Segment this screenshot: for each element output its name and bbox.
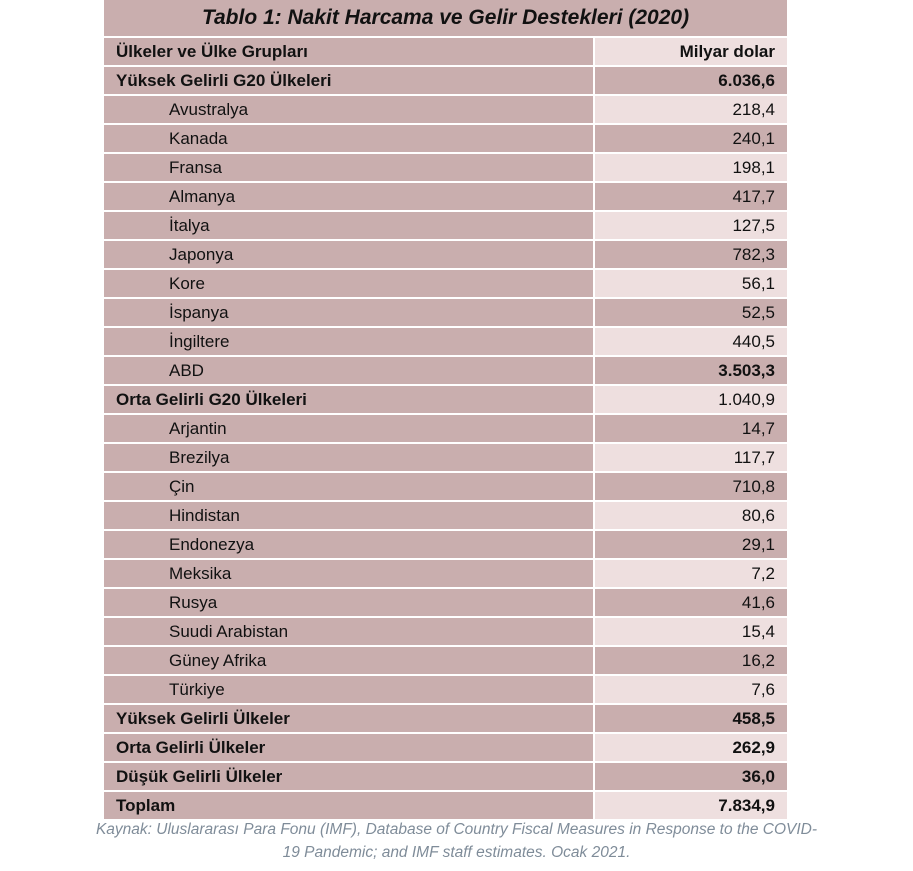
row-name: Endonezya (104, 531, 593, 558)
row-value: 7,6 (595, 676, 787, 703)
table-row: Suudi Arabistan 15,4 (104, 618, 787, 647)
row-value: 15,4 (595, 618, 787, 645)
table-row: Arjantin 14,7 (104, 415, 787, 444)
source-note: Kaynak: Uluslararası Para Fonu (IMF), Da… (0, 818, 913, 864)
table-row: Yüksek Gelirli Ülkeler 458,5 (104, 705, 787, 734)
row-name: İspanya (104, 299, 593, 326)
row-name: Düşük Gelirli Ülkeler (104, 763, 593, 790)
row-name: Türkiye (104, 676, 593, 703)
source-line-2: 19 Pandemic; and IMF staff estimates. Oc… (282, 844, 631, 861)
fiscal-support-table: Tablo 1: Nakit Harcama ve Gelir Destekle… (104, 0, 787, 821)
table-row: Kanada 240,1 (104, 125, 787, 154)
row-value: 16,2 (595, 647, 787, 674)
row-name: Fransa (104, 154, 593, 181)
row-value: 117,7 (595, 444, 787, 471)
row-value: 782,3 (595, 241, 787, 268)
header-unit: Milyar dolar (595, 38, 787, 65)
row-name: Kore (104, 270, 593, 297)
table-row: Düşük Gelirli Ülkeler 36,0 (104, 763, 787, 792)
table-row: Rusya 41,6 (104, 589, 787, 618)
row-value: 198,1 (595, 154, 787, 181)
table-row: Türkiye 7,6 (104, 676, 787, 705)
row-value: 3.503,3 (595, 357, 787, 384)
row-value: 6.036,6 (595, 67, 787, 94)
table-row: Brezilya 117,7 (104, 444, 787, 473)
table-row: Kore 56,1 (104, 270, 787, 299)
row-value: 218,4 (595, 96, 787, 123)
table-title: Tablo 1: Nakit Harcama ve Gelir Destekle… (104, 0, 787, 38)
table-row: Meksika 7,2 (104, 560, 787, 589)
table-row: Hindistan 80,6 (104, 502, 787, 531)
table-row: Güney Afrika 16,2 (104, 647, 787, 676)
header-countries: Ülkeler ve Ülke Grupları (104, 38, 593, 65)
table-row: Çin 710,8 (104, 473, 787, 502)
row-name: Meksika (104, 560, 593, 587)
row-name: Hindistan (104, 502, 593, 529)
row-value: 262,9 (595, 734, 787, 761)
table-row: Orta Gelirli G20 Ülkeleri 1.040,9 (104, 386, 787, 415)
table-row: ABD 3.503,3 (104, 357, 787, 386)
row-value: 440,5 (595, 328, 787, 355)
row-name: Brezilya (104, 444, 593, 471)
row-name: Avustralya (104, 96, 593, 123)
row-value: 417,7 (595, 183, 787, 210)
row-value: 14,7 (595, 415, 787, 442)
row-name: Japonya (104, 241, 593, 268)
row-value: 52,5 (595, 299, 787, 326)
row-name: Rusya (104, 589, 593, 616)
table-row: İspanya 52,5 (104, 299, 787, 328)
row-name: Orta Gelirli G20 Ülkeleri (104, 386, 593, 413)
row-name: Toplam (104, 792, 593, 819)
table-row: İtalya 127,5 (104, 212, 787, 241)
row-name: ABD (104, 357, 593, 384)
table-row: Yüksek Gelirli G20 Ülkeleri 6.036,6 (104, 67, 787, 96)
row-value: 7.834,9 (595, 792, 787, 819)
row-name: Yüksek Gelirli G20 Ülkeleri (104, 67, 593, 94)
row-value: 458,5 (595, 705, 787, 732)
row-value: 127,5 (595, 212, 787, 239)
table-row: Fransa 198,1 (104, 154, 787, 183)
table-row: Almanya 417,7 (104, 183, 787, 212)
table-row: Japonya 782,3 (104, 241, 787, 270)
table-row: Orta Gelirli Ülkeler 262,9 (104, 734, 787, 763)
row-name: Almanya (104, 183, 593, 210)
row-name: Kanada (104, 125, 593, 152)
table-row: Endonezya 29,1 (104, 531, 787, 560)
row-value: 7,2 (595, 560, 787, 587)
row-value: 710,8 (595, 473, 787, 500)
row-name: Suudi Arabistan (104, 618, 593, 645)
table-row: Avustralya 218,4 (104, 96, 787, 125)
row-value: 41,6 (595, 589, 787, 616)
row-value: 80,6 (595, 502, 787, 529)
row-name: Orta Gelirli Ülkeler (104, 734, 593, 761)
table-row: İngiltere 440,5 (104, 328, 787, 357)
row-value: 36,0 (595, 763, 787, 790)
table-header-row: Ülkeler ve Ülke Grupları Milyar dolar (104, 38, 787, 67)
row-name: Çin (104, 473, 593, 500)
row-value: 56,1 (595, 270, 787, 297)
row-name: İngiltere (104, 328, 593, 355)
row-name: Arjantin (104, 415, 593, 442)
table-row: Toplam 7.834,9 (104, 792, 787, 821)
row-value: 1.040,9 (595, 386, 787, 413)
row-value: 240,1 (595, 125, 787, 152)
source-line-1: Kaynak: Uluslararası Para Fonu (IMF), Da… (95, 821, 818, 838)
row-value: 29,1 (595, 531, 787, 558)
row-name: Yüksek Gelirli Ülkeler (104, 705, 593, 732)
row-name: İtalya (104, 212, 593, 239)
row-name: Güney Afrika (104, 647, 593, 674)
